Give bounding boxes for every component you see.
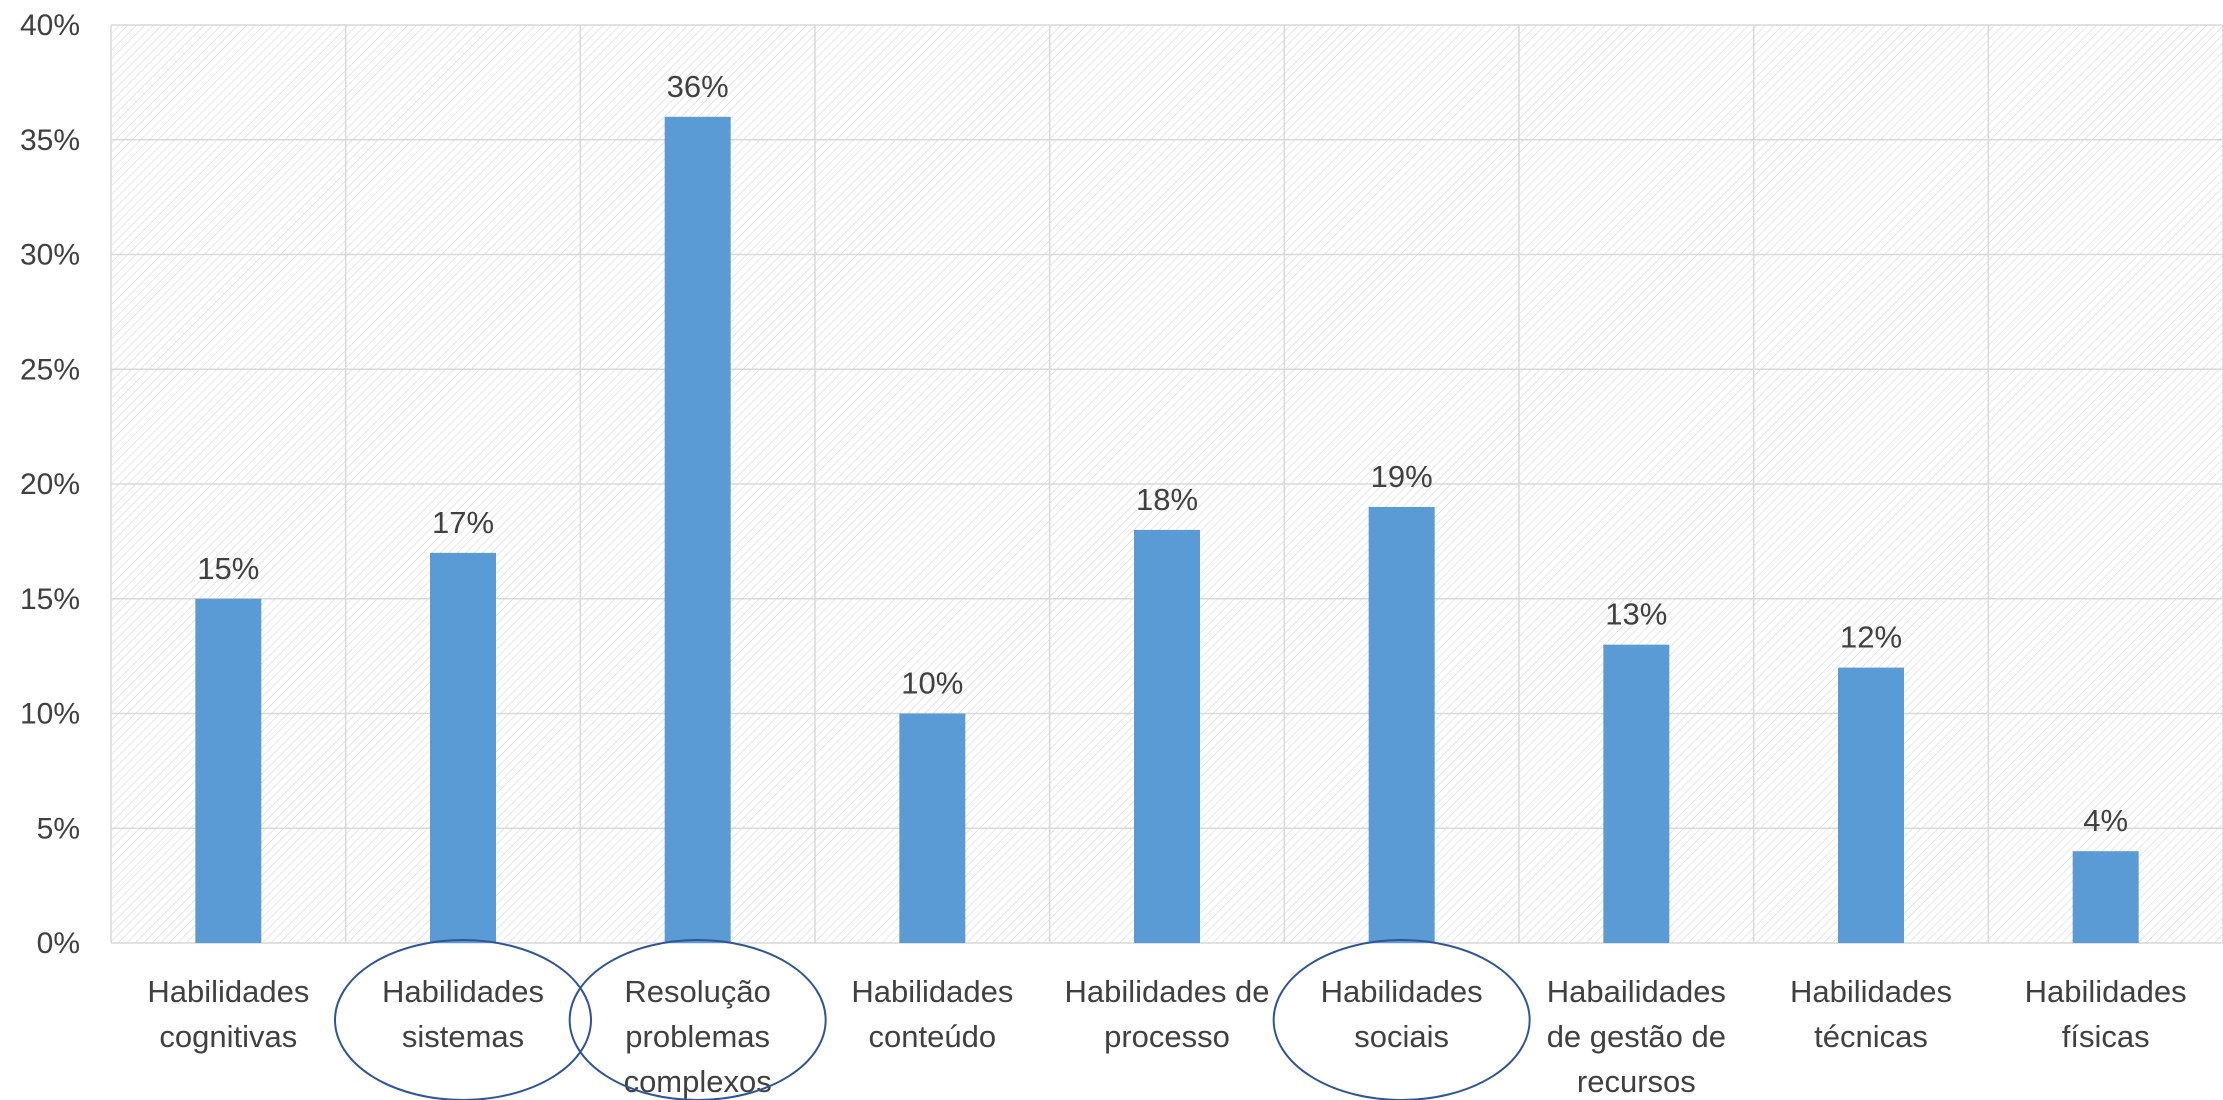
bar-1: [430, 552, 496, 943]
bar-7: [1838, 667, 1904, 943]
category-label-7-line-1: técnicas: [1814, 1019, 1928, 1054]
category-label-6-line-0: Habailidades: [1547, 974, 1726, 1009]
category-label-5-line-0: Habilidades: [1321, 974, 1483, 1009]
highlight-ellipse-5: [1272, 939, 1531, 1100]
y-axis-tick-labels: 0% 5% 10% 15% 20% 25% 30% 35% 40%: [20, 9, 80, 960]
y-tick-label: 35%: [20, 124, 80, 157]
bar-6: [1603, 644, 1670, 943]
y-tick-label: 25%: [20, 353, 80, 386]
category-label-8-line-1: físicas: [2062, 1019, 2150, 1054]
category-label-7-line-0: Habilidades: [1790, 974, 1952, 1009]
bar-4: [1134, 529, 1200, 943]
y-tick-label: 30%: [20, 239, 80, 272]
bar-2: [664, 116, 731, 944]
y-tick-label: 15%: [20, 583, 80, 616]
bar-0: [195, 598, 262, 943]
category-label-1-line-0: Habilidades: [382, 974, 544, 1009]
y-tick-label: 40%: [20, 9, 80, 42]
data-label-7: 12%: [1840, 620, 1902, 655]
category-label-5-line-1: sociais: [1354, 1019, 1449, 1054]
bar-3: [899, 713, 966, 943]
category-label-3-line-1: conteúdo: [869, 1019, 997, 1054]
category-label-0-line-0: Habilidades: [147, 974, 309, 1009]
data-label-2: 36%: [667, 69, 729, 104]
data-label-8: 4%: [2083, 803, 2128, 838]
category-label-1-line-1: sistemas: [402, 1019, 524, 1054]
category-labels: Habilidades cognitivas Habilidades sistemas…: [147, 974, 2186, 1099]
category-label-2-line-0: Resolução: [624, 974, 770, 1009]
category-label-4-line-1: processo: [1104, 1019, 1230, 1054]
category-label-8-line-0: Habilidades: [2025, 974, 2187, 1009]
y-tick-label: 0%: [37, 927, 80, 960]
y-tick-label: 20%: [20, 468, 80, 501]
data-label-4: 18%: [1136, 482, 1198, 517]
category-label-2-line-1: problemas: [625, 1019, 770, 1054]
category-label-4-line-0: Habilidades de: [1064, 974, 1269, 1009]
data-label-3: 10%: [901, 666, 963, 701]
y-tick-label: 10%: [20, 698, 80, 731]
highlight-ellipses: [334, 939, 1531, 1100]
bar-8: [2072, 851, 2139, 943]
data-label-1: 17%: [432, 505, 494, 540]
data-label-6: 13%: [1605, 597, 1667, 632]
data-label-0: 15%: [197, 551, 259, 586]
bar-5: [1368, 506, 1435, 943]
data-labels: 15% 17% 36% 10% 18% 19% 13% 12% 4%: [197, 69, 2128, 838]
y-tick-label: 5%: [37, 812, 80, 845]
data-label-5: 19%: [1371, 459, 1433, 494]
bars: [195, 116, 2139, 944]
category-label-0-line-1: cognitivas: [159, 1019, 297, 1054]
highlight-ellipse-1: [334, 939, 592, 1100]
highlight-ellipse-2: [568, 939, 827, 1100]
category-label-6-line-2: recursos: [1577, 1064, 1696, 1099]
category-label-6-line-1: de gestão de: [1547, 1019, 1726, 1054]
category-label-3-line-0: Habilidades: [851, 974, 1013, 1009]
